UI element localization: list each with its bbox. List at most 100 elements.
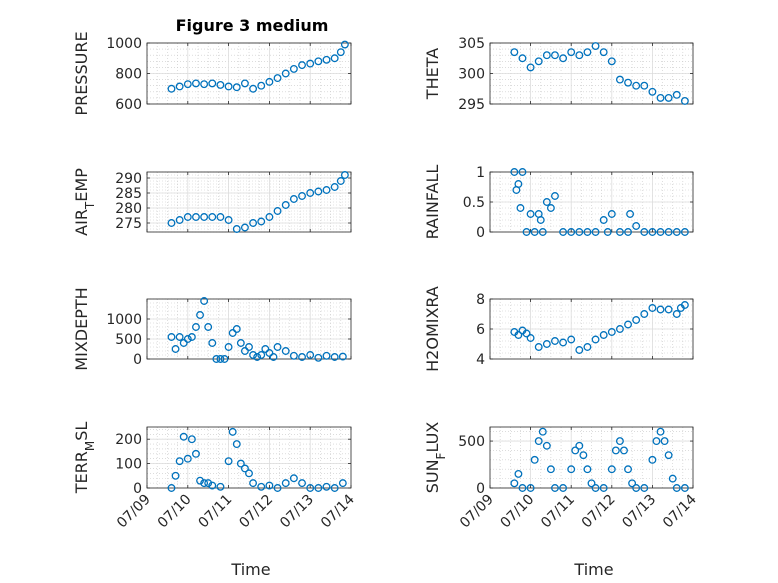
data-point [249,351,258,359]
data-point [265,213,274,221]
data-point [257,351,266,359]
data-point [196,311,204,319]
data-point [273,74,282,83]
data-point [269,353,278,361]
data-point [551,337,559,345]
data-point [192,213,200,221]
data-point [567,335,576,344]
data-point [640,81,649,90]
data-point [240,347,249,355]
data-point [510,48,519,57]
data-point [240,223,249,232]
data-point [551,484,559,492]
data-point [599,48,608,57]
data-point [559,338,568,347]
data-point [664,451,673,460]
data-point [542,441,551,450]
data-point [536,216,545,224]
data-point [640,228,649,236]
data-point [249,219,258,227]
data-point [542,51,551,60]
data-point [603,228,612,236]
data-point [624,78,632,87]
data-point [249,479,258,488]
data-point [575,441,584,450]
data-point [306,59,315,68]
data-point [624,228,632,236]
data-point [228,329,237,337]
data-point [526,484,535,492]
data-point [516,204,525,212]
data-point [281,201,290,209]
data-point [306,484,315,492]
data-point [559,54,568,63]
data-point [330,484,339,492]
data-point [273,484,282,492]
y-tick-label: 280 [115,201,142,217]
subplot-1: 600 800 1000 PRESSURE [72,31,352,116]
data-point [216,355,225,363]
data-point [624,465,632,474]
data-point [542,340,551,348]
data-point [236,459,245,468]
data-point [208,213,217,221]
subplot-6: 4 6 8 H2OMIXRA [423,286,694,372]
subplot-4: 0 0.5 1 RAINFALL [423,165,694,241]
data-point [340,40,349,49]
data-point [179,432,188,441]
data-point [680,228,689,236]
data-point [591,228,600,236]
data-point [249,84,258,93]
data-point [167,84,176,93]
data-point [281,347,290,355]
y-tick-label: 6 [476,322,485,338]
data-point [224,457,233,466]
data-point [632,316,641,324]
axes-box [146,426,352,489]
data-point [559,484,568,492]
y-tick-label: 500 [458,434,485,450]
data-point [607,328,616,336]
y-axis-label: AIRTEMP [72,168,97,236]
data-point [640,484,649,492]
data-point [632,222,641,230]
data-point [579,451,588,460]
data-point [656,427,665,436]
data-point [626,210,635,218]
data-point [668,474,677,483]
data-point [261,345,270,353]
data-point [530,455,539,464]
data-point [510,168,519,176]
data-point [281,479,290,488]
data-point [322,55,331,64]
data-point [534,57,543,66]
y-axis-label: PRESSURE [72,31,91,115]
data-point [322,186,331,194]
figure-title: Figure 3 medium [176,16,329,35]
data-point [575,51,584,60]
data-point [591,335,600,344]
data-point [208,481,217,490]
data-point [208,339,217,347]
data-point [591,42,600,50]
y-tick-label: 100 [115,457,142,473]
data-point [200,297,209,305]
data-point [232,325,241,333]
data-point [265,481,274,490]
data-point [265,349,274,357]
y-tick-label: 300 [458,67,485,83]
data-point [664,228,673,236]
data-point [542,198,551,206]
data-point [187,333,196,341]
data-point [340,171,349,179]
data-point [314,187,323,196]
data-point [175,457,184,466]
data-point [265,77,274,86]
data-point [656,93,665,102]
data-point [648,304,657,312]
data-point [664,93,673,102]
y-tick-label: 1000 [106,312,142,328]
data-point [656,228,665,236]
data-point [599,216,608,224]
data-point [559,228,568,236]
